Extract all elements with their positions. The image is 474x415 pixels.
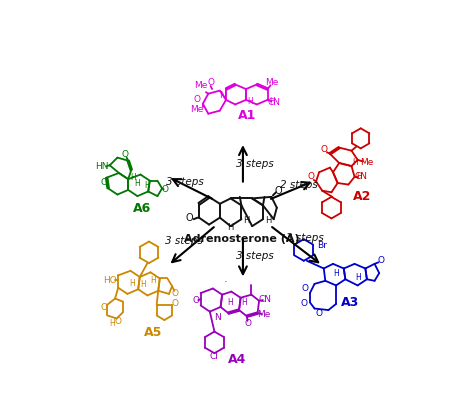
Text: O: O — [274, 186, 282, 196]
Text: O: O — [316, 309, 323, 317]
Text: O: O — [193, 95, 200, 104]
Text: HN: HN — [95, 162, 109, 171]
Text: Me: Me — [360, 159, 374, 168]
Text: O: O — [172, 289, 179, 298]
Text: A5: A5 — [145, 326, 163, 339]
Text: H: H — [356, 172, 362, 181]
Text: 3 steps: 3 steps — [286, 234, 324, 244]
Text: Cl: Cl — [210, 352, 219, 361]
Text: O: O — [320, 145, 327, 154]
Text: O: O — [300, 299, 307, 308]
Text: A4: A4 — [228, 353, 247, 366]
Text: HO: HO — [104, 276, 118, 285]
Text: O: O — [122, 150, 128, 159]
Text: Me: Me — [190, 105, 203, 114]
Text: 3 steps: 3 steps — [165, 236, 202, 246]
Text: H: H — [355, 273, 361, 282]
Text: H: H — [130, 173, 136, 182]
Text: Me: Me — [194, 81, 207, 90]
Text: O: O — [245, 320, 252, 328]
Text: H: H — [244, 216, 250, 225]
Text: H: H — [135, 179, 140, 188]
Text: O: O — [377, 256, 384, 265]
Text: H: H — [227, 298, 233, 307]
Text: O: O — [192, 296, 200, 305]
Text: 3 steps: 3 steps — [236, 159, 273, 169]
Text: H: H — [241, 298, 246, 307]
Text: O: O — [302, 284, 309, 293]
Text: 2 steps: 2 steps — [280, 180, 318, 190]
Text: CN: CN — [354, 172, 367, 181]
Text: Me: Me — [257, 310, 270, 319]
Text: H: H — [333, 269, 339, 278]
Text: A6: A6 — [133, 202, 151, 215]
Text: H: H — [248, 97, 254, 106]
Text: H: H — [265, 216, 272, 225]
Text: N: N — [214, 313, 221, 322]
Text: H: H — [151, 276, 156, 285]
Text: O: O — [172, 299, 179, 308]
Text: O: O — [162, 186, 169, 195]
Text: O: O — [185, 212, 193, 223]
Text: O: O — [101, 303, 108, 312]
Text: H: H — [353, 158, 358, 167]
Text: H: H — [109, 319, 115, 328]
Text: H: H — [140, 280, 146, 289]
Text: Me: Me — [265, 78, 279, 88]
Text: 3 steps: 3 steps — [236, 251, 273, 261]
Text: ̇H: ̇H — [229, 223, 235, 232]
Text: A3: A3 — [341, 296, 359, 309]
Text: CN: CN — [267, 98, 280, 107]
Text: Adrenosterone (A): Adrenosterone (A) — [183, 234, 299, 244]
Text: 3 steps: 3 steps — [166, 177, 204, 187]
Text: H: H — [269, 97, 275, 106]
Text: Br: Br — [318, 241, 328, 250]
Text: O: O — [207, 78, 214, 88]
Text: H: H — [129, 278, 135, 288]
Text: ·: · — [223, 277, 227, 287]
Text: A1: A1 — [237, 109, 256, 122]
Text: O: O — [308, 172, 315, 181]
Text: N: N — [219, 91, 226, 100]
Text: A2: A2 — [353, 190, 372, 203]
Text: H: H — [144, 181, 150, 190]
Text: O: O — [115, 317, 122, 326]
Text: CN: CN — [259, 295, 272, 304]
Text: O: O — [100, 178, 107, 187]
